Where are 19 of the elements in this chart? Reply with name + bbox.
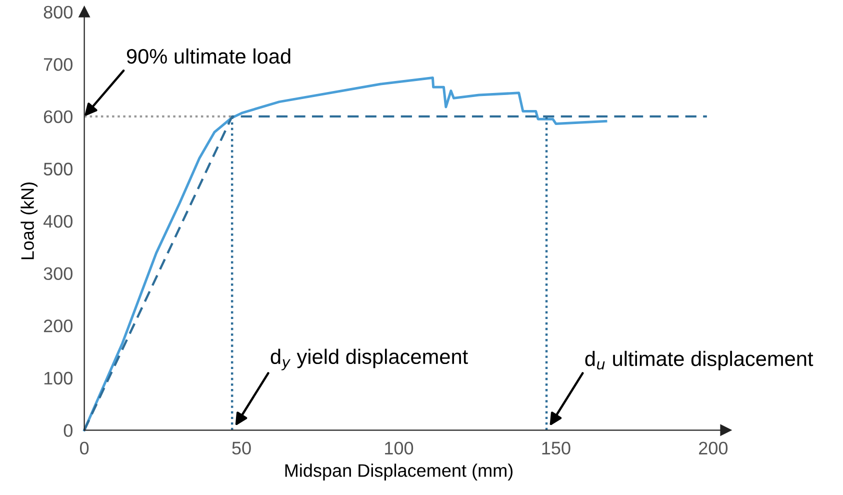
y-tick-label: 600 <box>44 110 72 124</box>
y-tick-label: 300 <box>44 267 72 280</box>
y-tick-label: 200 <box>44 320 72 332</box>
x-tick-label: 50 <box>232 442 251 455</box>
annotation: d$_{y}$ yield displacement <box>270 348 468 370</box>
x-axis-title: Midspan Displacement (mm) <box>285 464 513 480</box>
y-axis-title: Load (kN) <box>20 182 38 260</box>
y-tick-label: 700 <box>44 58 72 71</box>
x-tick-label: 200 <box>699 442 728 455</box>
y-tick-label: 400 <box>43 214 72 228</box>
y-tick-label: 800 <box>44 6 72 19</box>
y-tick-label: 0 <box>64 424 72 437</box>
y-tick-label: 500 <box>44 162 72 176</box>
x-tick-label: 100 <box>385 442 414 455</box>
y-tick-label: 100 <box>44 372 72 385</box>
x-tick-label: 0 <box>80 442 89 455</box>
annotation: 90% ultimate load <box>126 48 290 64</box>
annotation: d$_{u}$ ultimate displacement <box>585 350 814 370</box>
x-tick-label: 150 <box>542 442 570 455</box>
